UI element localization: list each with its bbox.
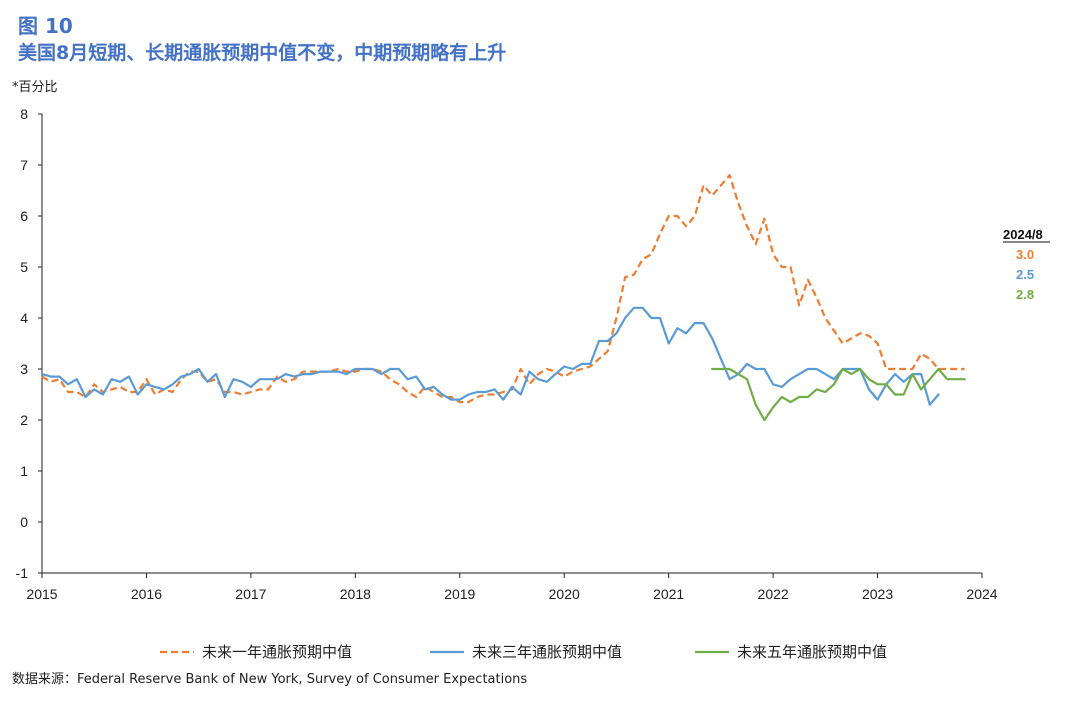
latest-value-label: 2.8 bbox=[1016, 287, 1034, 302]
y-tick-label: 4 bbox=[20, 310, 28, 326]
y-tick-label: 8 bbox=[20, 106, 28, 122]
latest-value-label: 2.5 bbox=[1016, 267, 1034, 282]
unit-label: *百分比 bbox=[12, 80, 58, 95]
x-tick-label: 2019 bbox=[444, 586, 475, 602]
chart-legend: 未来一年通胀预期中值 未来三年通胀预期中值 未来五年通胀预期中值 bbox=[160, 644, 887, 661]
y-tick-label: 2 bbox=[20, 412, 28, 428]
x-tick-label: 2015 bbox=[26, 586, 57, 602]
x-tick-label: 2018 bbox=[340, 586, 371, 602]
y-tick-label: 1 bbox=[20, 463, 28, 479]
latest-annotation: 2024/8 3.0 2.5 2.8 bbox=[1003, 227, 1050, 302]
y-tick-label: 7 bbox=[20, 157, 28, 173]
legend-label: 未来五年通胀预期中值 bbox=[737, 644, 887, 661]
legend-label: 未来一年通胀预期中值 bbox=[202, 644, 352, 661]
latest-value-label: 3.0 bbox=[1016, 247, 1034, 262]
x-tick-label: 2021 bbox=[653, 586, 684, 602]
x-tick-label: 2016 bbox=[131, 586, 162, 602]
y-tick-label: -1 bbox=[16, 565, 29, 581]
figure-title: 美国8月短期、长期通胀预期中值不变，中期预期略有上升 bbox=[18, 42, 507, 64]
figure-label: 图 10 bbox=[18, 14, 73, 38]
y-tick-label: 3 bbox=[20, 361, 28, 377]
y-tick-label: 0 bbox=[20, 514, 28, 530]
x-tick-label: 2024 bbox=[966, 586, 997, 602]
legend-label: 未来三年通胀预期中值 bbox=[472, 644, 622, 661]
series-line-1 bbox=[40, 306, 940, 406]
chart-axes: -1 0 1 2 3 4 5 6 7 8 2015 2016 2017 2018 2019 2020 2021 2… bbox=[16, 106, 998, 602]
x-tick-label: 2023 bbox=[862, 586, 893, 602]
source-note: 数据来源：Federal Reserve Bank of New York, S… bbox=[12, 672, 528, 687]
series-line-0 bbox=[41, 174, 965, 404]
x-tick-label: 2022 bbox=[758, 586, 789, 602]
y-tick-label: 5 bbox=[20, 259, 28, 275]
y-tick-label: 6 bbox=[20, 208, 28, 224]
chart-series bbox=[40, 174, 966, 422]
x-tick-label: 2017 bbox=[235, 586, 266, 602]
x-tick-label: 2020 bbox=[549, 586, 580, 602]
series-line-2 bbox=[711, 367, 966, 422]
latest-date-label: 2024/8 bbox=[1003, 227, 1043, 242]
